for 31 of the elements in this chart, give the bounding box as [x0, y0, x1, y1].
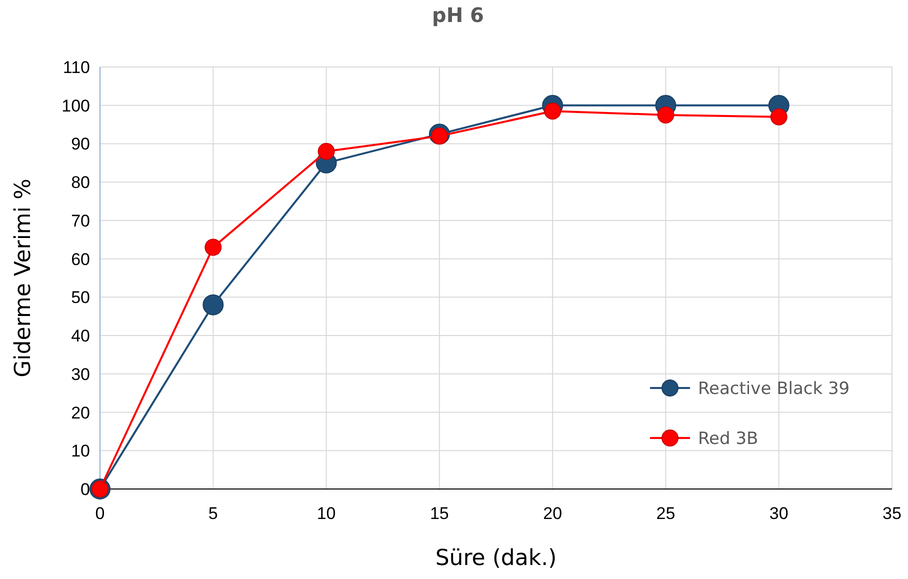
y-tick-label: 90 — [71, 134, 90, 154]
x-tick-label: 30 — [769, 504, 788, 523]
point — [544, 102, 562, 120]
x-tick-label: 20 — [543, 504, 562, 523]
y-tick-label: 0 — [80, 480, 90, 499]
legend-label: Red 3B — [698, 429, 758, 449]
x-tick-label: 10 — [316, 504, 336, 523]
y-tick-label: 60 — [71, 250, 90, 269]
y-tick-label: 80 — [71, 173, 90, 192]
point — [657, 106, 674, 124]
y-tick-label: 40 — [71, 326, 90, 346]
y-tick-label: 50 — [71, 288, 90, 308]
x-tick-label: 0 — [95, 504, 105, 523]
point — [202, 294, 224, 316]
x-tick-label: 15 — [430, 504, 449, 523]
chart-title: pH 6 — [432, 3, 484, 27]
y-tick-label: 10 — [71, 442, 90, 461]
y-tick-label: 20 — [71, 403, 90, 422]
x-axis-title: Süre (dak.) — [435, 546, 557, 571]
x-tick-label: 35 — [882, 504, 902, 523]
point — [770, 108, 788, 126]
legend-label: Reactive Black 39 — [698, 379, 850, 399]
x-tick-label: 25 — [656, 504, 676, 523]
y-tick-label: 110 — [62, 58, 90, 77]
y-axis-title: Giderme Verimi % — [11, 178, 36, 378]
y-tick-label: 30 — [71, 364, 90, 384]
point — [204, 238, 222, 256]
point — [318, 142, 335, 160]
y-tick-label: 70 — [71, 211, 90, 230]
x-tick-label: 5 — [208, 504, 218, 523]
y-tick-label: 100 — [62, 96, 90, 116]
